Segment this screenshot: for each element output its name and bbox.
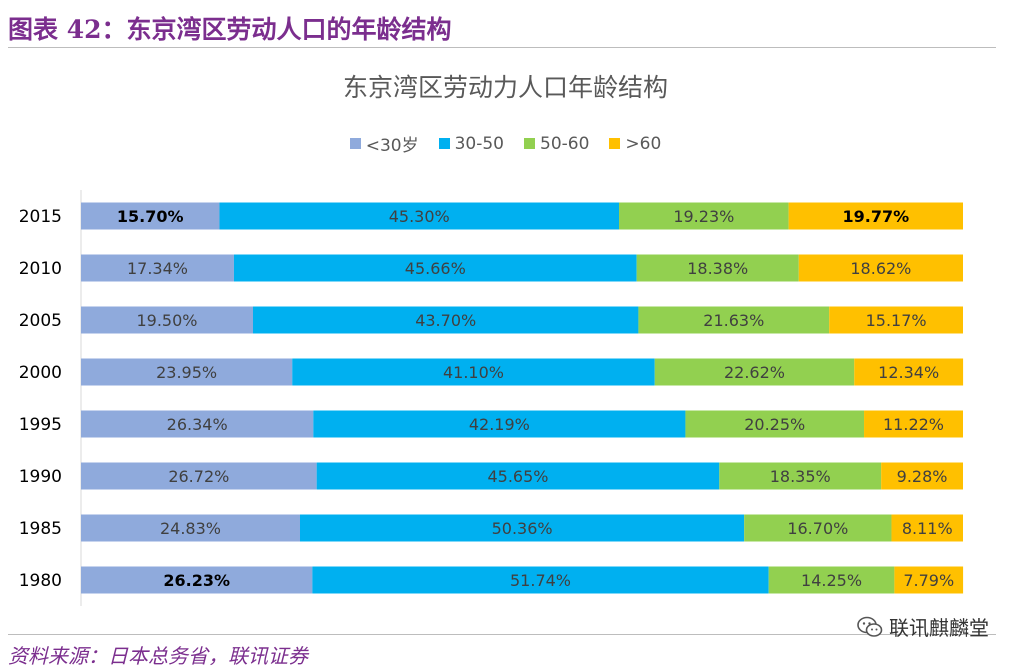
bar-2015-series-2 [619,202,789,230]
bar-2005-series-2 [638,306,830,334]
bar-2000-series-0 [81,358,293,386]
bar-1995-series-2 [685,410,865,438]
bar-1995-series-0 [81,410,314,438]
y-tick-label-1990: 1990 [19,467,62,487]
data-label-2015-series-2: 19.23% [673,207,734,226]
bar-1980-series-1 [312,566,769,594]
data-label-1980-series-3: 7.79% [903,571,954,590]
data-label-1990-series-2: 18.35% [770,467,831,486]
bar-2005-series-0 [81,306,253,334]
data-label-2010-series-3: 18.62% [850,259,911,278]
watermark-text: 联讯麒麟堂 [889,616,989,640]
data-label-1995-series-3: 11.22% [883,415,944,434]
data-label-2005-series-1: 43.70% [415,311,476,330]
bar-1980-series-3 [894,566,964,594]
data-label-1980-series-1: 51.74% [510,571,571,590]
bar-2000-series-1 [292,358,655,386]
data-label-1995-series-2: 20.25% [744,415,805,434]
y-tick-label-1995: 1995 [19,415,62,435]
data-label-2000-series-2: 22.62% [724,363,785,382]
bar-2005-series-3 [829,306,963,334]
data-label-1985-series-3: 8.11% [902,519,953,538]
bar-2015-series-3 [788,202,963,230]
chart-legend: <30岁 30-50 50-60 >60 [0,131,1011,156]
chart-title: 东京湾区劳动力人口年龄结构 [342,73,668,102]
bar-2010-series-2 [636,254,799,282]
data-label-1980-series-0: 26.23% [163,571,230,590]
figure-title: 图表 42：东京湾区劳动人口的年龄结构 [8,15,452,44]
bar-1995-series-3 [864,410,963,438]
bar-1990-series-2 [719,462,882,490]
legend-swatch-under30 [349,138,361,149]
y-tick-label-2005: 2005 [19,311,62,331]
bar-1990-series-0 [81,462,317,490]
data-label-2015-series-3: 19.77% [842,207,909,226]
data-label-1985-series-0: 24.83% [160,519,221,538]
data-label-1990-series-1: 45.65% [487,467,548,486]
data-label-1995-series-0: 26.34% [167,415,228,434]
data-label-2000-series-0: 23.95% [156,363,217,382]
y-tick-label-2000: 2000 [19,363,62,383]
bar-2000-series-3 [854,358,964,386]
legend-label-under30: <30岁 [365,136,419,156]
y-tick-label-2010: 2010 [19,259,62,279]
bar-2015-series-1 [219,202,620,230]
bar-2010-series-1 [233,254,637,282]
bar-1995-series-1 [313,410,686,438]
legend-swatch-50-60 [524,138,535,149]
data-label-2005-series-0: 19.50% [136,311,197,330]
data-label-2005-series-2: 21.63% [703,311,764,330]
top-divider [8,47,996,48]
bottom-divider [8,634,996,635]
wechat-watermark: 联讯麒麟堂 [857,612,989,641]
data-label-1990-series-0: 26.72% [168,467,229,486]
bar-1985-series-3 [891,514,963,542]
y-tick-label-1980: 1980 [19,571,62,591]
y-tick-label-1985: 1985 [19,519,62,539]
legend-label-50-60: 50-60 [540,133,590,154]
bar-1985-series-0 [81,514,301,542]
data-label-2010-series-1: 45.66% [405,259,466,278]
data-label-1985-series-2: 16.70% [787,519,848,538]
legend-item-30-50: 30-50 [438,131,504,156]
bar-1990-series-1 [316,462,720,490]
bar-1990-series-3 [881,462,963,490]
bar-2010-series-0 [81,254,234,282]
bar-1985-series-2 [744,514,892,542]
y-tick-label-2015: 2015 [19,207,62,227]
bar-2010-series-3 [798,254,963,282]
legend-label-30-50: 30-50 [454,133,504,154]
data-label-2010-series-2: 18.38% [687,259,748,278]
data-label-2000-series-3: 12.34% [878,363,939,382]
bar-2005-series-1 [252,306,639,334]
bar-2000-series-2 [654,358,855,386]
legend-item-50-60: 50-60 [524,131,589,156]
legend-item-over60: >60 [609,131,661,156]
legend-item-under30: <30岁 [349,131,419,156]
data-label-2000-series-1: 41.10% [443,363,504,382]
wechat-icon [857,616,883,637]
legend-swatch-over60 [609,138,621,149]
data-label-2005-series-3: 15.17% [866,311,927,330]
legend-swatch-30-50 [438,138,450,149]
source-note: 资料来源：日本总务省，联讯证券 [8,644,308,668]
bar-1980-series-0 [81,566,313,594]
legend-label-over60: >60 [625,133,662,154]
data-label-1990-series-3: 9.28% [897,467,948,486]
bar-2015-series-0 [81,202,220,230]
data-label-1980-series-2: 14.25% [801,571,862,590]
data-label-2015-series-1: 45.30% [389,207,450,226]
bar-1985-series-1 [300,514,745,542]
data-label-1995-series-1: 42.19% [469,415,530,434]
data-label-2015-series-0: 15.70% [117,207,184,226]
data-label-1985-series-1: 50.36% [492,519,553,538]
data-label-2010-series-0: 17.34% [127,259,188,278]
bar-1980-series-2 [768,566,895,594]
